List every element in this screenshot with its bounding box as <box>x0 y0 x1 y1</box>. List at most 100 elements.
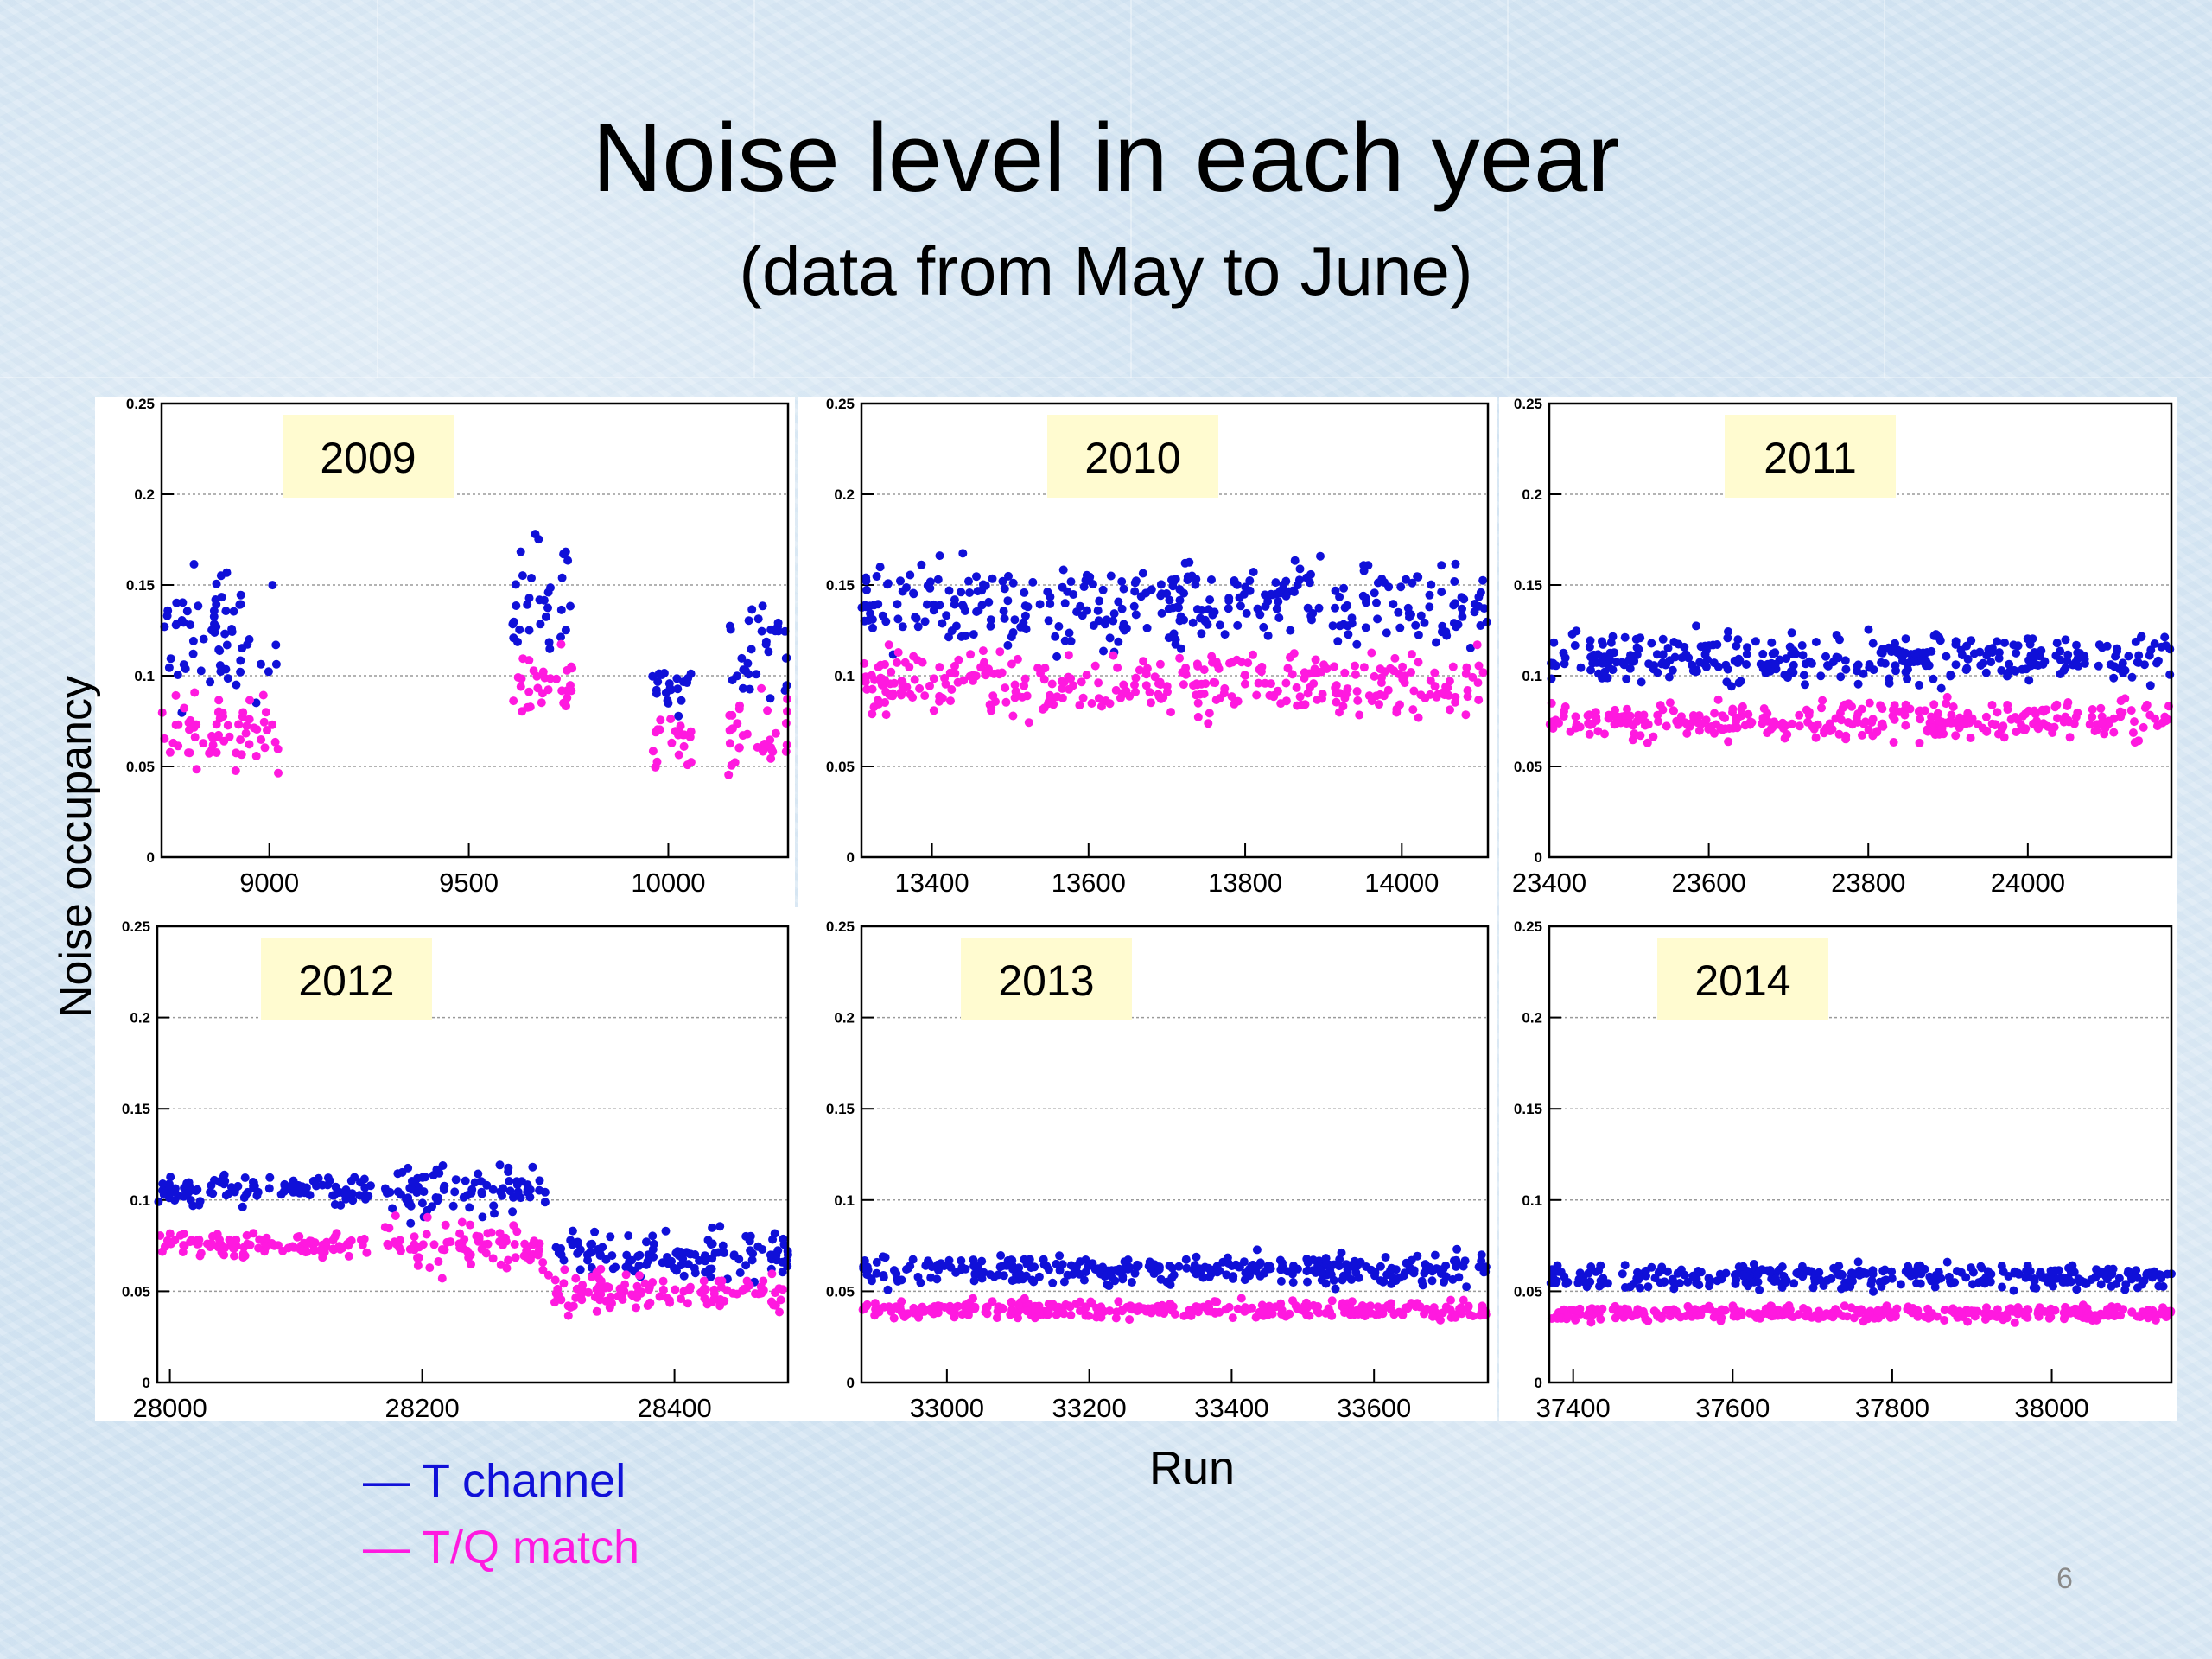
data-point <box>1901 700 1910 709</box>
data-point <box>186 1196 195 1205</box>
data-point <box>165 1229 175 1238</box>
data-point <box>1048 1278 1058 1287</box>
data-point <box>1119 584 1128 594</box>
data-point <box>1942 652 1951 661</box>
data-point <box>423 1212 432 1222</box>
data-point <box>264 1184 274 1193</box>
data-point <box>1075 701 1084 710</box>
data-point <box>388 1204 397 1213</box>
data-point <box>1098 585 1108 594</box>
data-point <box>1753 1277 1763 1287</box>
data-point <box>1986 658 1996 667</box>
data-point <box>1643 1316 1653 1325</box>
data-point <box>1303 1277 1312 1287</box>
data-point <box>896 576 905 586</box>
data-point <box>1559 712 1568 721</box>
data-point <box>240 1173 250 1182</box>
data-point <box>183 748 193 758</box>
data-point <box>1099 646 1108 656</box>
y-tick-label: 0.05 <box>126 759 155 775</box>
data-point <box>566 601 575 611</box>
data-point <box>170 1236 180 1245</box>
data-point <box>1999 722 2007 732</box>
data-point <box>1354 1305 1363 1314</box>
data-point <box>2013 1303 2023 1312</box>
data-point <box>725 739 734 748</box>
data-point <box>1105 633 1115 643</box>
data-point <box>608 1264 618 1274</box>
data-point <box>606 1232 615 1242</box>
data-point <box>2113 646 2121 656</box>
data-point <box>1277 1309 1287 1319</box>
data-point <box>1008 711 1018 721</box>
data-point <box>1241 582 1250 592</box>
data-point <box>1885 678 1894 688</box>
data-point <box>1759 704 1769 713</box>
data-point <box>1771 1274 1780 1284</box>
data-point <box>1663 644 1673 652</box>
data-point <box>1904 1304 1914 1313</box>
data-point <box>295 1232 304 1241</box>
data-point <box>2000 639 2009 647</box>
data-point <box>642 1237 651 1247</box>
data-point <box>1324 1304 1333 1313</box>
data-point <box>744 616 753 626</box>
data-point <box>1398 1310 1408 1319</box>
data-point <box>971 1262 981 1272</box>
data-point <box>890 678 899 688</box>
data-point <box>1620 1283 1630 1292</box>
data-point <box>984 664 993 674</box>
data-point <box>1439 1264 1448 1274</box>
data-point <box>185 725 194 734</box>
data-point <box>1035 600 1045 609</box>
data-point <box>1890 715 1899 724</box>
data-point <box>1656 1313 1666 1323</box>
data-point <box>1397 671 1407 681</box>
data-point <box>1303 603 1313 613</box>
data-point <box>2124 652 2133 661</box>
data-point <box>1884 643 1893 652</box>
data-point <box>782 681 791 690</box>
data-point <box>677 1261 686 1270</box>
data-point <box>995 647 1005 657</box>
data-point <box>1082 570 1091 580</box>
data-point <box>318 1180 327 1190</box>
data-point <box>1963 654 1973 664</box>
data-point <box>963 1310 973 1319</box>
data-point <box>1427 1276 1437 1286</box>
data-point <box>1147 1304 1157 1313</box>
data-point <box>999 607 1008 616</box>
data-point <box>1059 1277 1069 1287</box>
data-point <box>1201 679 1211 689</box>
data-point <box>517 674 526 683</box>
data-point <box>747 1255 757 1265</box>
data-point <box>1408 578 1417 588</box>
data-point <box>1367 648 1376 658</box>
data-point <box>1211 657 1221 666</box>
data-point <box>872 1257 881 1267</box>
data-point <box>1236 1294 1246 1303</box>
data-point <box>276 1190 286 1199</box>
data-point <box>2109 714 2119 723</box>
data-point <box>413 1261 423 1270</box>
data-point <box>2074 1274 2083 1284</box>
data-point <box>899 1311 909 1320</box>
data-point <box>969 1255 978 1265</box>
series-t-q-match <box>858 1294 1491 1325</box>
data-point <box>1058 683 1067 693</box>
data-point <box>1688 711 1698 720</box>
data-point <box>1198 1273 1208 1282</box>
data-point <box>538 1265 548 1274</box>
data-point <box>672 674 682 683</box>
data-point <box>1228 1313 1237 1323</box>
data-point <box>1387 1279 1396 1288</box>
data-point <box>1252 1245 1262 1255</box>
data-point <box>1403 603 1413 613</box>
data-point <box>516 547 525 556</box>
year-label: 2009 <box>320 434 416 482</box>
data-point <box>2160 712 2170 721</box>
data-point <box>1007 1276 1017 1286</box>
data-point <box>1801 680 1809 690</box>
data-point <box>874 663 883 671</box>
